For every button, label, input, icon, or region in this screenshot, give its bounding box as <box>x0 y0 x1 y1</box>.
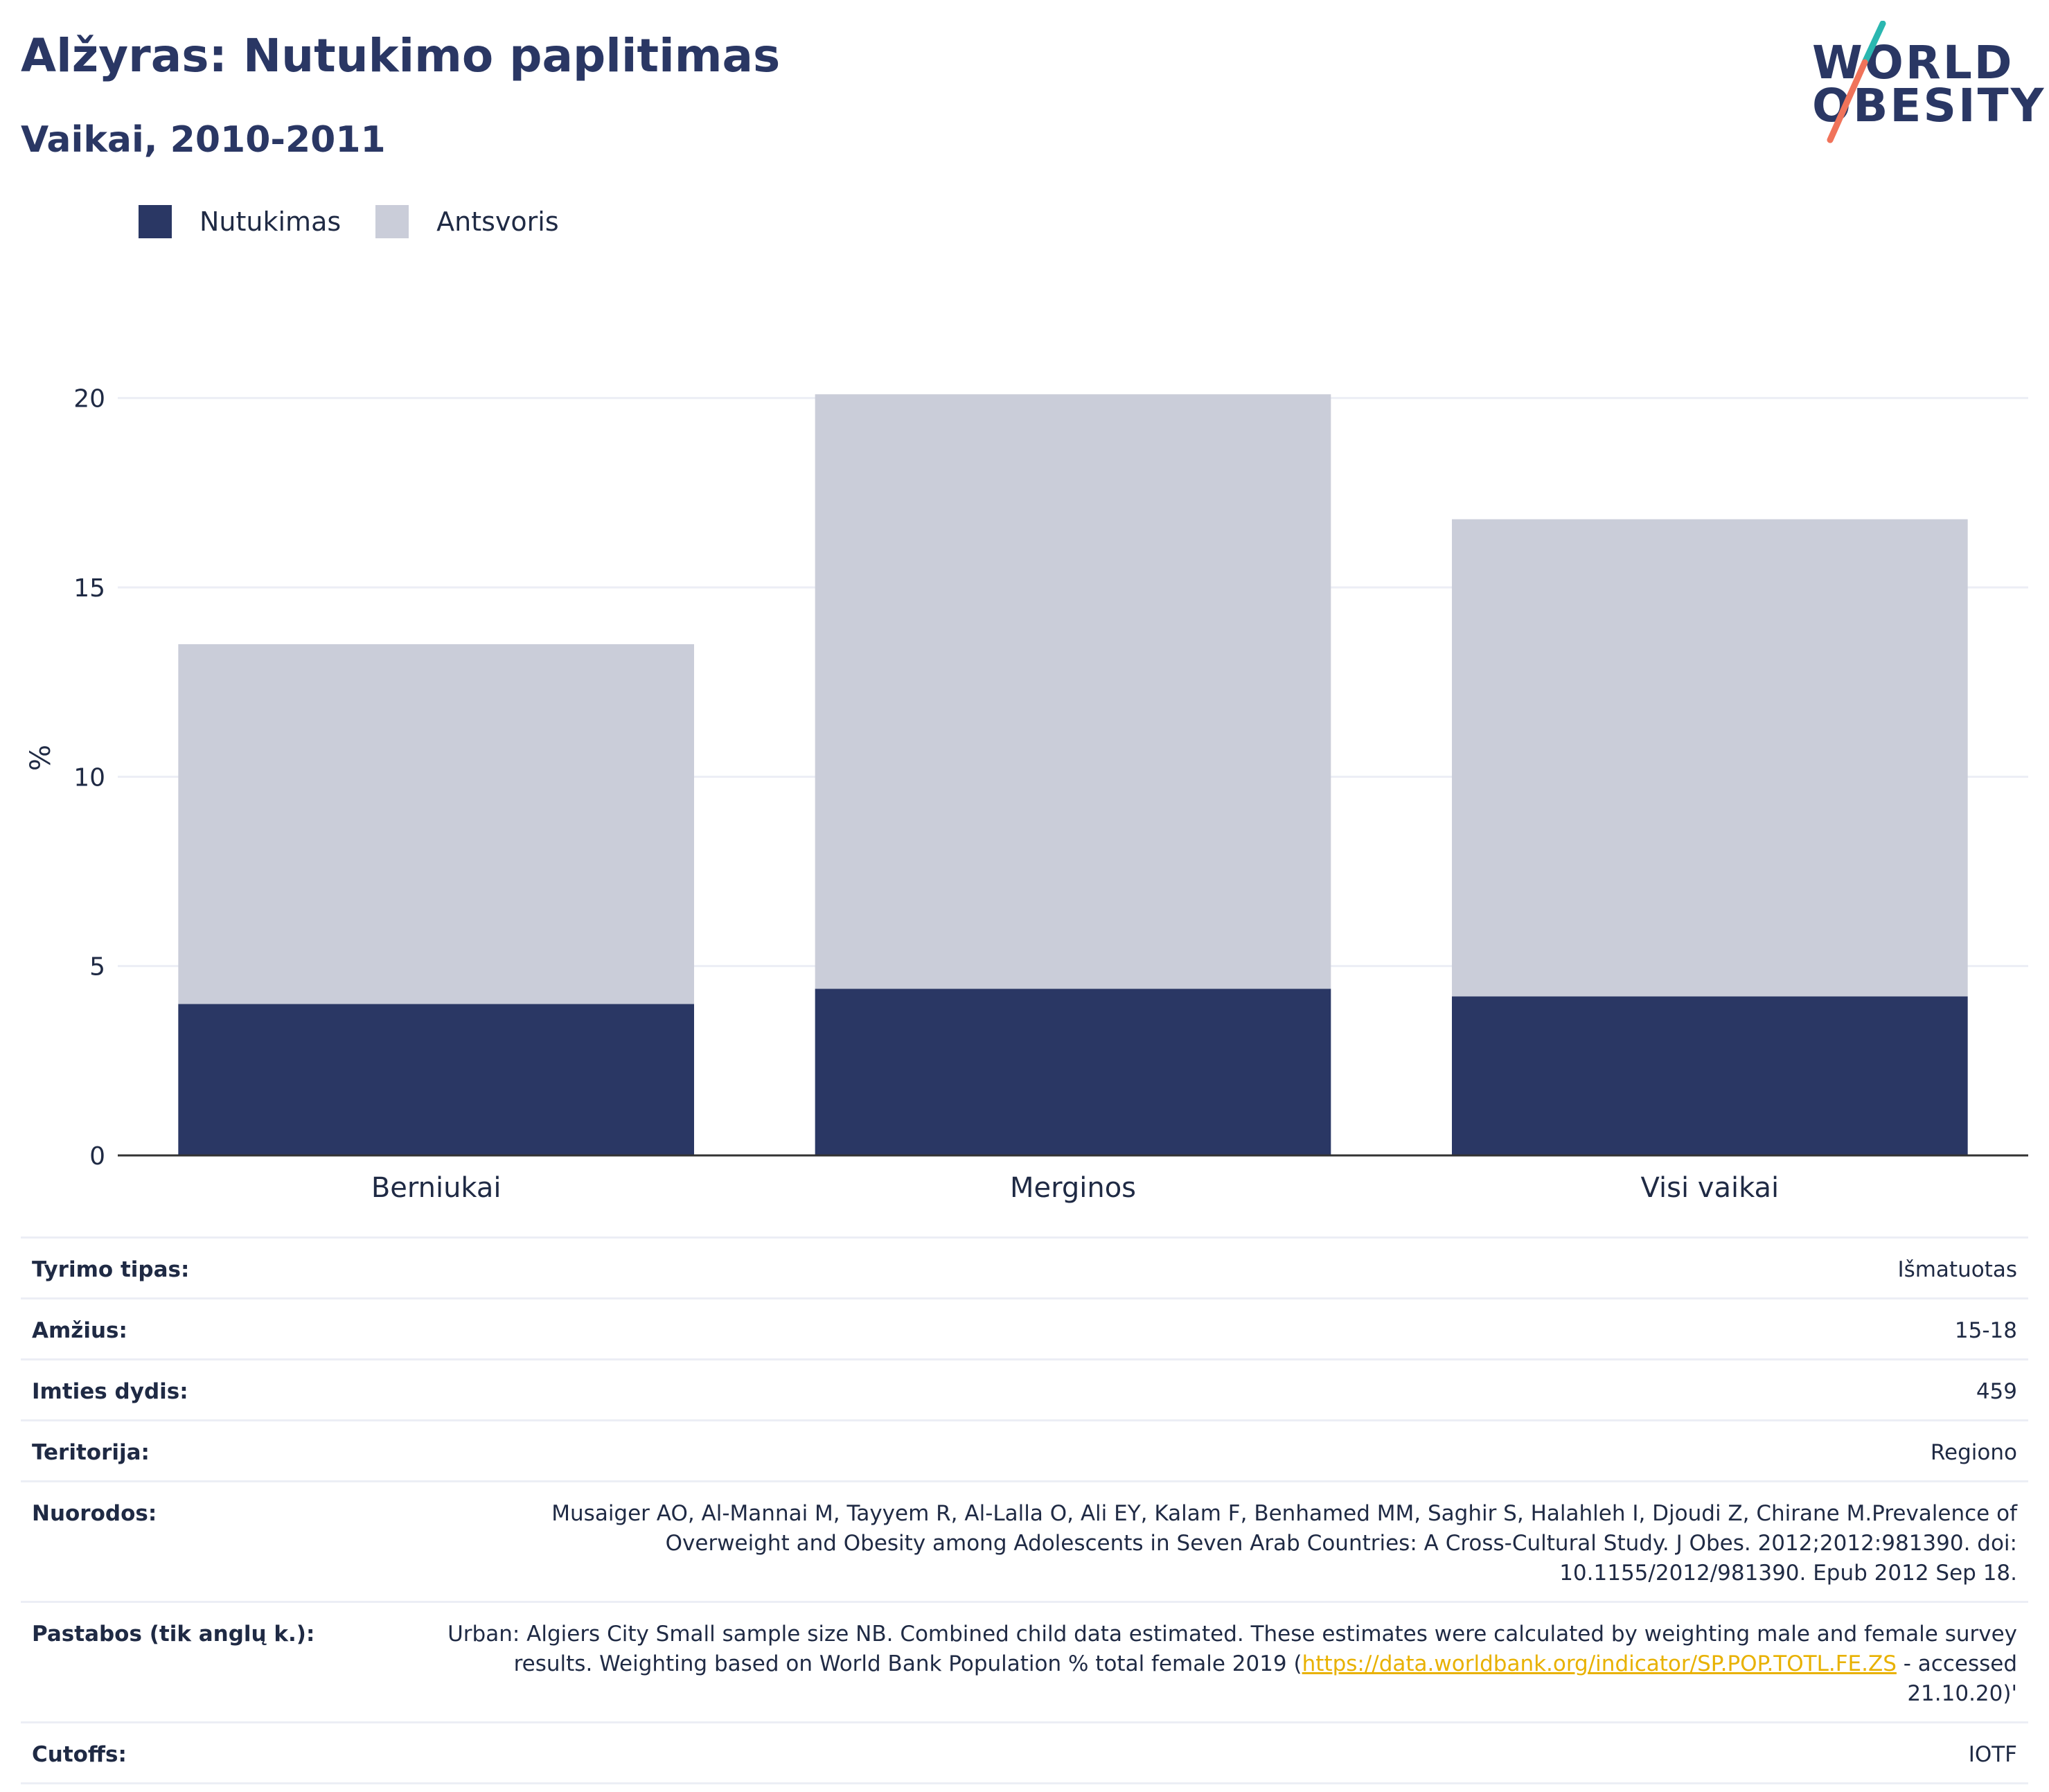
world-obesity-logo: WORLD OBESITY <box>1801 21 2043 145</box>
notes-text-end: - accessed 21.10.20)' <box>1896 1651 2017 1706</box>
y-tick-label: 15 <box>73 574 105 603</box>
bar-overweight-1 <box>815 394 1331 989</box>
legend-swatch-overweight <box>375 205 409 238</box>
bar-obesity-0 <box>178 1004 694 1155</box>
bar-overweight-2 <box>1452 519 1968 997</box>
x-axis-labels: Berniukai Merginos Visi vaikai <box>371 1172 1779 1204</box>
chart-subtitle: Vaikai, 2010-2011 <box>21 119 386 161</box>
row-label-cutoffs: Cutoffs: <box>21 1721 431 1784</box>
y-tick-label: 10 <box>73 763 105 792</box>
y-tick-label: 0 <box>89 1142 105 1171</box>
logo-word-world: WORLD <box>1812 36 2014 89</box>
table-row: Teritorija: Regiono <box>21 1419 2028 1482</box>
row-value-cutoffs: IOTF <box>431 1721 2028 1784</box>
row-label-territory: Teritorija: <box>21 1419 431 1482</box>
table-row: Cutoffs: IOTF <box>21 1721 2028 1784</box>
study-details-table: Tyrimo tipas: Išmatuotas Amžius: 15-18 I… <box>21 1236 2028 1784</box>
x-category-label: Berniukai <box>371 1172 502 1204</box>
y-tick-label: 5 <box>89 953 105 982</box>
row-label-notes: Pastabos (tik anglų k.): <box>21 1601 431 1723</box>
legend-item-obesity: Nutukimas <box>139 205 341 238</box>
row-value-survey-type: Išmatuotas <box>431 1236 2028 1299</box>
row-value-territory: Regiono <box>431 1419 2028 1482</box>
worldbank-link[interactable]: https://data.worldbank.org/indicator/SP.… <box>1302 1651 1897 1676</box>
table-row: Imties dydis: 459 <box>21 1358 2028 1421</box>
row-label-references: Nuorodos: <box>21 1480 431 1602</box>
row-value-notes: Urban: Algiers City Small sample size NB… <box>431 1601 2028 1723</box>
x-category-label: Visi vaikai <box>1641 1172 1780 1204</box>
legend-label-overweight: Antsvoris <box>436 206 559 237</box>
row-value-sample-size: 459 <box>431 1358 2028 1421</box>
row-label-age: Amžius: <box>21 1297 431 1360</box>
y-axis-title: % <box>25 745 57 771</box>
chart-title: Alžyras: Nutukimo paplitimas <box>21 29 781 82</box>
row-value-references: Musaiger AO, Al-Mannai M, Tayyem R, Al-L… <box>431 1480 2028 1602</box>
legend-item-overweight: Antsvoris <box>375 205 559 238</box>
bar-chart: 0 5 10 15 20 Berniukai Merginos Visi vaikai % <box>25 385 2028 1204</box>
y-axis-ticks: 0 5 10 15 20 <box>73 385 105 1171</box>
legend-label-obesity: Nutukimas <box>199 206 342 237</box>
bar-obesity-1 <box>815 988 1331 1155</box>
notes-text: Urban: Algiers City Small sample size NB… <box>447 1622 2017 1676</box>
table-row: Pastabos (tik anglų k.): Urban: Algiers … <box>21 1601 2028 1723</box>
table-row: Nuorodos: Musaiger AO, Al-Mannai M, Tayy… <box>21 1480 2028 1602</box>
table-row: Amžius: 15-18 <box>21 1297 2028 1360</box>
bar-obesity-2 <box>1452 996 1968 1155</box>
row-value-age: 15-18 <box>431 1297 2028 1360</box>
row-label-sample-size: Imties dydis: <box>21 1358 431 1421</box>
logo-slash-icon <box>1827 21 1886 143</box>
y-tick-label: 20 <box>73 385 105 414</box>
chart-legend: Nutukimas Antsvoris <box>139 205 594 238</box>
table-row: Tyrimo tipas: Išmatuotas <box>21 1236 2028 1299</box>
bars <box>178 394 1968 1155</box>
row-label-survey-type: Tyrimo tipas: <box>21 1236 431 1299</box>
legend-swatch-obesity <box>139 205 172 238</box>
bar-overweight-0 <box>178 644 694 1004</box>
x-category-label: Merginos <box>1010 1172 1136 1204</box>
